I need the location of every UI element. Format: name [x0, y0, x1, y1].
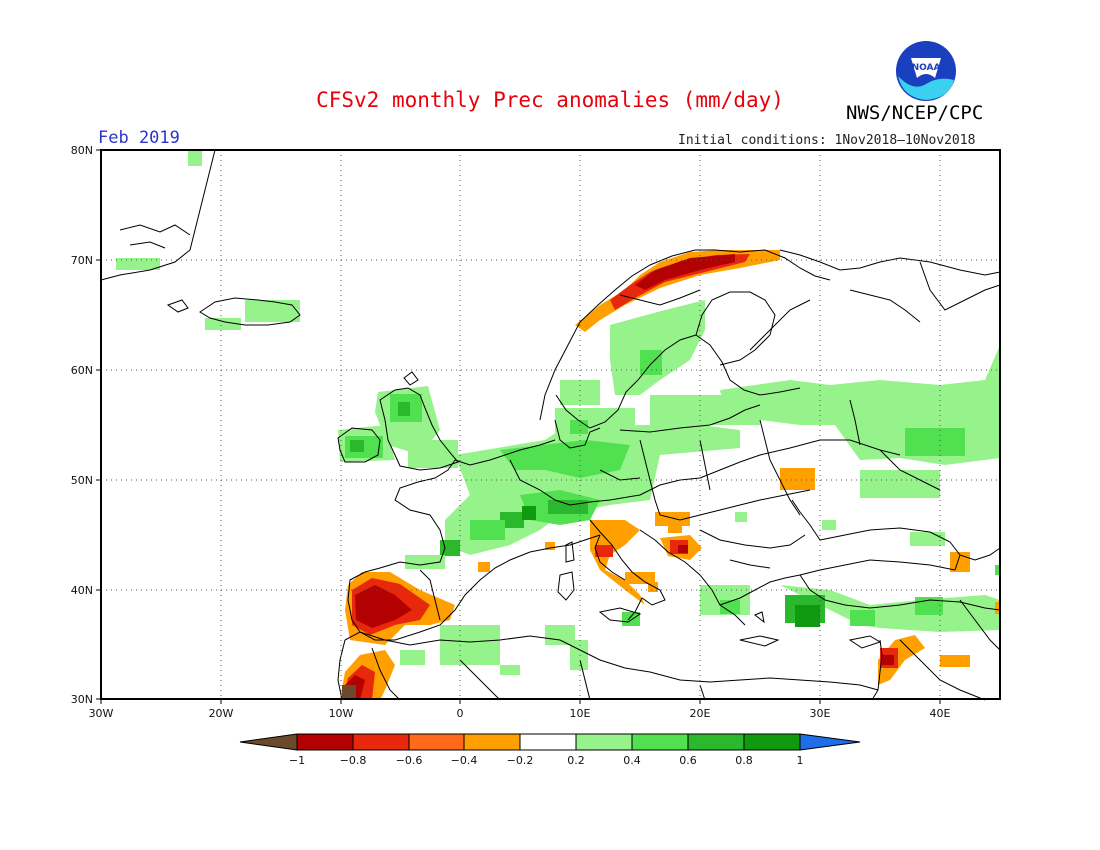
colorbar-label: −0.2	[507, 754, 534, 767]
noaa-logo: NOAA	[896, 41, 956, 101]
anomaly-fill	[116, 150, 1001, 700]
colorbar-label: 0.6	[679, 754, 697, 767]
colorbar-bin	[353, 734, 409, 750]
lat-label-30n: 30N	[71, 693, 93, 706]
colorbar-bin	[632, 734, 688, 750]
colorbar-bin	[688, 734, 744, 750]
lat-label-80n: 80N	[71, 144, 93, 157]
colorbar-label: −0.6	[396, 754, 423, 767]
lon-label-10w: 10W	[329, 707, 354, 720]
coastlines	[100, 149, 1001, 701]
colorbar-label: 0.2	[567, 754, 585, 767]
month-label: Feb 2019	[98, 128, 180, 148]
lon-label-40e: 40E	[930, 707, 951, 720]
lon-label-20w: 20W	[209, 707, 234, 720]
lon-label-30w: 30W	[89, 707, 114, 720]
colorbar-label: −0.4	[451, 754, 478, 767]
colorbar-bin	[744, 734, 800, 750]
lat-label-70n: 70N	[71, 254, 93, 267]
initial-conditions: Initial conditions: 1Nov2018–10Nov2018	[678, 133, 976, 148]
colorbar-bin	[464, 734, 520, 750]
lon-label-10e: 10E	[570, 707, 591, 720]
colorbar-bin	[520, 734, 576, 750]
organization-label: NWS/NCEP/CPC	[846, 102, 984, 124]
colorbar: −1 −0.8 −0.6 −0.4 −0.2 0.2 0.4 0.6 0.8 1	[239, 733, 861, 767]
lat-label-40n: 40N	[71, 584, 93, 597]
lat-label-60n: 60N	[71, 364, 93, 377]
lon-label-30e: 30E	[810, 707, 831, 720]
map-frame	[100, 149, 1001, 700]
colorbar-bin	[576, 734, 632, 750]
lon-label-0: 0	[457, 707, 464, 720]
noaa-logo-text: NOAA	[912, 63, 941, 73]
colorbar-label: 0.8	[735, 754, 753, 767]
colorbar-label: −0.8	[340, 754, 367, 767]
lon-label-20e: 20E	[690, 707, 711, 720]
lat-label-50n: 50N	[71, 474, 93, 487]
axis-ticks	[96, 149, 941, 704]
colorbar-bin	[297, 734, 353, 750]
colorbar-arrow-high	[800, 734, 860, 750]
colorbar-bin	[409, 734, 464, 750]
chart-title: CFSv2 monthly Prec anomalies (mm/day)	[316, 88, 784, 112]
colorbar-arrow-low	[240, 734, 297, 750]
colorbar-label: 0.4	[623, 754, 641, 767]
colorbar-label: −1	[289, 754, 305, 767]
colorbar-label: 1	[797, 754, 804, 767]
